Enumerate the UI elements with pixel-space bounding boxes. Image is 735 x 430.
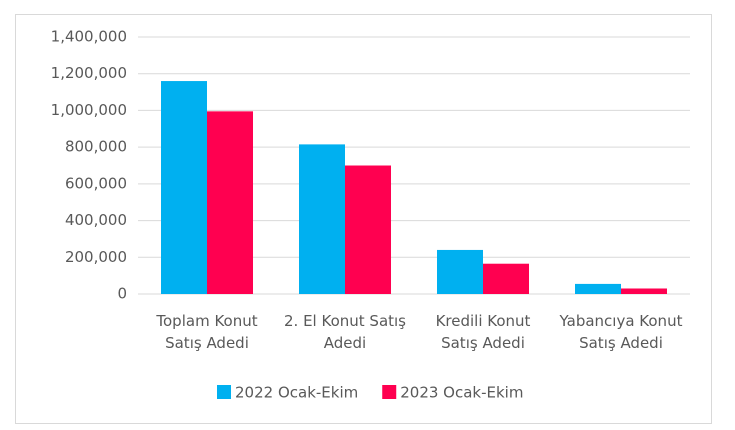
x-tick-label: Yabancıya Konut Satış Adedi — [559, 312, 683, 352]
x-tick-label: Toplam Konut Satış Adedi — [156, 312, 258, 352]
chart-frame — [15, 14, 712, 424]
y-tick-label: 600,000 — [65, 174, 127, 192]
y-tick-label: 1,000,000 — [51, 101, 127, 119]
bar — [437, 249, 483, 294]
legend-swatch — [382, 385, 397, 399]
bar — [483, 263, 529, 294]
legend-swatch — [217, 385, 231, 399]
y-tick-label: 200,000 — [65, 248, 127, 266]
bar — [345, 165, 391, 294]
y-tick-label: 0 — [117, 285, 127, 303]
x-tick-label: 2. El Konut Satış Adedi — [284, 312, 406, 352]
x-tick-label: Kredili Konut Satış Adedi — [435, 312, 531, 352]
bar — [621, 288, 667, 294]
y-tick-label: 400,000 — [65, 211, 127, 229]
y-tick-label: 800,000 — [65, 138, 127, 156]
legend-label: 2022 Ocak-Ekim — [235, 384, 358, 402]
bar — [299, 144, 345, 294]
y-tick-label: 1,400,000 — [51, 28, 127, 46]
bar — [207, 111, 253, 294]
y-tick-label: 1,200,000 — [51, 64, 127, 82]
bar — [575, 283, 621, 294]
legend-label: 2023 Ocak-Ekim — [400, 384, 523, 402]
bar — [161, 81, 207, 294]
